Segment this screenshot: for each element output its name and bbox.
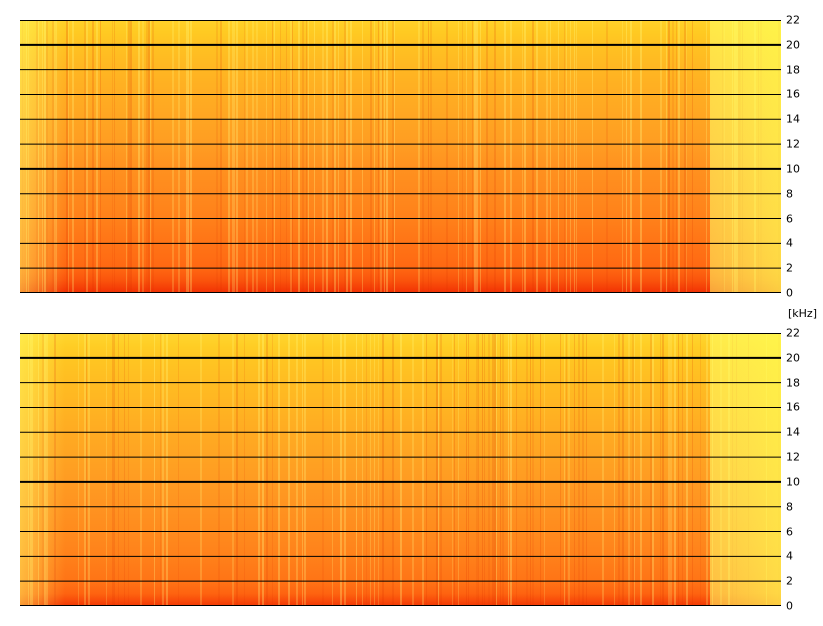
y-tick-label: 2 <box>786 574 793 588</box>
gridlines <box>20 333 781 606</box>
y-tick-label: 6 <box>786 525 793 539</box>
y-tick-label: 16 <box>786 87 800 101</box>
y-tick-label: 4 <box>786 236 793 250</box>
y-tick-label: 14 <box>786 112 800 126</box>
spectrogram-fill <box>20 20 781 293</box>
y-tick-label: 6 <box>786 212 793 226</box>
y-axis-ticks-top: 0 2 4 6 8 10 12 14 16 18 20 22 <box>786 15 823 299</box>
y-tick-label: 20 <box>786 38 800 52</box>
spectrogram-bottom-plot <box>20 333 781 606</box>
gridlines <box>20 20 781 293</box>
y-tick-label: 22 <box>786 326 800 340</box>
y-tick-label: 12 <box>786 450 800 464</box>
y-tick-label: 14 <box>786 425 800 439</box>
y-tick-label: 16 <box>786 400 800 414</box>
y-tick-label: 0 <box>786 286 793 300</box>
y-axis-ticks-bottom: 0 2 4 6 8 10 12 14 16 18 20 22 <box>786 328 823 612</box>
y-tick-label: 2 <box>786 261 793 275</box>
y-tick-label: 12 <box>786 137 800 151</box>
y-tick-label: 18 <box>786 63 800 77</box>
y-tick-label: 10 <box>786 162 800 176</box>
y-tick-label: 8 <box>786 187 793 201</box>
spectrogram-top-plot <box>20 20 781 293</box>
y-tick-label: 18 <box>786 376 800 390</box>
y-tick-label: 8 <box>786 500 793 514</box>
spectrogram-top <box>20 20 781 293</box>
y-tick-label: 22 <box>786 13 800 27</box>
spectrogram-fill <box>20 333 781 606</box>
y-tick-label: 4 <box>786 549 793 563</box>
y-tick-label: 20 <box>786 351 800 365</box>
y-tick-label: 0 <box>786 599 793 613</box>
frequency-unit-label: [kHz] <box>788 307 817 320</box>
y-tick-label: 10 <box>786 475 800 489</box>
spectrogram-bottom <box>20 333 781 606</box>
